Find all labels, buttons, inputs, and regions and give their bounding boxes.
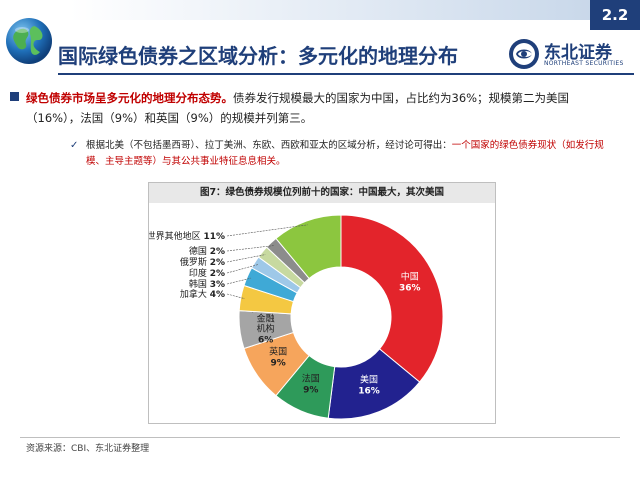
chart-title: 图7：绿色债券规模位列前十的国家：中国最大，其次美国	[149, 183, 495, 203]
slice-label: 美国	[360, 374, 378, 386]
slice-label: 德国 2%	[189, 245, 225, 257]
slice-value-label: 16%	[358, 387, 380, 397]
slice-value-label: 9%	[271, 359, 286, 369]
logo-mark-icon	[509, 39, 539, 69]
leader-line	[226, 245, 274, 252]
footer-divider	[20, 437, 620, 438]
company-logo: 东北证券 NORTHEAST SECURITIES	[508, 38, 634, 72]
main-bullet-emphasis: 绿色债券市场呈多元化的地理分布态势。	[26, 91, 233, 105]
sub-bullet-emphasis: 一个国家的绿色债券现状（如发行规模、主导主题等）与其公共事业特征息息相关。	[86, 140, 604, 167]
checkmark-icon: ✓	[70, 140, 79, 151]
main-bullet-text: 债券发行规模最大的国家为中国，占比约为36%；规模第二为美国（16%），法国（9…	[26, 91, 570, 125]
leader-line	[226, 224, 308, 237]
main-bullet: 绿色债券市场呈多元化的地理分布态势。债券发行规模最大的国家为中国，占比约为36%…	[10, 88, 614, 128]
sub-bullet-text: 根据北美（不包括墨西哥）、拉丁美洲、东欧、西欧和亚太的区域分析，经讨论可得出：	[86, 140, 452, 151]
leader-line	[226, 254, 266, 263]
title-divider	[58, 73, 634, 75]
page-title: 国际绿色债券之区域分析：多元化的地理分布	[58, 44, 458, 68]
header-band	[70, 0, 590, 20]
slide-header: 2.2 国际绿色债券之区域分析：多元化的地理分布 东北证券 NORTHEAST …	[0, 0, 640, 80]
sub-bullet: ✓ 根据北美（不包括墨西哥）、拉丁美洲、东欧、西欧和亚太的区域分析，经讨论可得出…	[70, 138, 606, 170]
logo-cn-text: 东北证券	[544, 43, 612, 63]
chart-panel: 图7：绿色债券规模位列前十的国家：中国最大，其次美国 中国 36% 美国 16% 法国 9…	[148, 182, 496, 424]
slice-label: 印度 2%	[189, 267, 225, 279]
square-bullet-icon	[10, 92, 19, 101]
slice-label: 俄罗斯 2%	[180, 256, 225, 268]
globe-icon	[6, 18, 52, 64]
leader-line	[226, 264, 259, 274]
slice-label: 世界其他地区 11%	[149, 230, 225, 242]
slice-label: 法国	[302, 373, 320, 385]
slice-value-label: 36%	[399, 284, 421, 294]
section-number-badge: 2.2	[590, 0, 640, 30]
logo-en-text: NORTHEAST SECURITIES	[544, 60, 624, 67]
slice-label: 中国	[401, 271, 419, 283]
slice-label: 加拿大 4%	[180, 288, 225, 300]
slice-label: 英国	[269, 346, 287, 358]
donut-slice	[275, 214, 342, 280]
leader-line	[226, 277, 252, 285]
leader-line	[226, 293, 245, 299]
slice-value-label: 9%	[303, 386, 318, 396]
slice-value-label: 6%	[258, 336, 273, 346]
slice-label: 韩国 3%	[189, 278, 225, 290]
source-note: 资源来源：CBI、东北证券整理	[26, 444, 150, 454]
donut-slice	[340, 214, 444, 383]
